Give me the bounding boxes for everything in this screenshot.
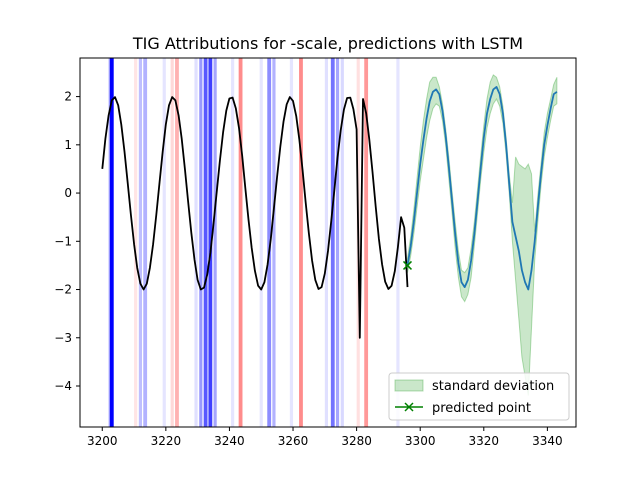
attribution-band-9 [199, 58, 203, 427]
y-tick-label-0: 2 [64, 90, 72, 104]
attribution-band-14 [238, 58, 243, 427]
y-tick-label-6: −4 [54, 379, 72, 393]
x-tick-label-0: 3200 [87, 434, 118, 448]
x-tick-label-1: 3220 [151, 434, 182, 448]
attribution-band-3 [138, 58, 142, 427]
legend-std-swatch [394, 379, 424, 392]
series-1 [406, 86, 558, 291]
plot-frame [79, 57, 577, 428]
attribution-band-7 [175, 58, 179, 427]
attribution-band-23 [340, 58, 344, 427]
legend: standard deviation predicted point [388, 372, 570, 421]
x-tick-label-2: 3240 [214, 434, 245, 448]
y-axis: 2 1 0 −1 −2 −3 −4 [54, 90, 80, 393]
std-band [407, 74, 558, 396]
attribution-band-20 [324, 58, 328, 427]
legend-box [388, 372, 570, 421]
marker-layer [402, 260, 413, 270]
legend-std-label: standard deviation [432, 379, 554, 394]
attribution-band-2 [134, 58, 138, 427]
attribution-band-19 [299, 58, 303, 427]
y-tick-label-1: 1 [64, 138, 72, 152]
attribution-band-11 [208, 58, 213, 427]
x-tick-label-4: 3280 [341, 434, 372, 448]
series-line-0 [101, 96, 409, 339]
attribution-band-5 [162, 58, 166, 427]
attribution-band-8 [194, 58, 198, 427]
attribution-band-21 [330, 58, 335, 427]
predicted-point-marker [402, 260, 413, 270]
chart-title: TIG Attributions for -scale, predictions… [132, 34, 523, 53]
attribution-band-13 [231, 58, 235, 427]
attribution-band-22 [335, 58, 340, 427]
y-tick-label-4: −2 [54, 283, 72, 297]
attribution-bands [108, 58, 400, 427]
y-tick-label-2: 0 [64, 186, 72, 200]
attribution-band-17 [272, 58, 276, 427]
attribution-band-10 [203, 58, 208, 427]
std-band-layer [407, 74, 558, 396]
attribution-band-25 [364, 58, 369, 427]
x-tick-label-5: 3300 [405, 434, 436, 448]
y-tick-label-5: −3 [54, 331, 72, 345]
attribution-band-1 [109, 58, 114, 427]
series-layer [101, 86, 558, 339]
attribution-band-12 [213, 58, 217, 427]
attribution-band-4 [143, 58, 148, 427]
series-line-1 [406, 86, 558, 291]
attribution-band-6 [170, 58, 174, 427]
series-0 [101, 96, 409, 339]
x-tick-label-3: 3260 [278, 434, 309, 448]
legend-pred-marker [404, 402, 414, 412]
legend-pred-label: predicted point [432, 401, 531, 416]
x-tick-label-7: 3340 [532, 434, 563, 448]
x-tick-label-6: 3320 [469, 434, 500, 448]
attribution-band-18 [289, 58, 294, 427]
x-axis: 3200 3220 3240 3260 3280 3300 3320 3340 [87, 427, 563, 448]
attribution-band-15 [259, 58, 263, 427]
y-tick-label-3: −1 [54, 234, 72, 248]
attribution-band-16 [267, 58, 272, 427]
